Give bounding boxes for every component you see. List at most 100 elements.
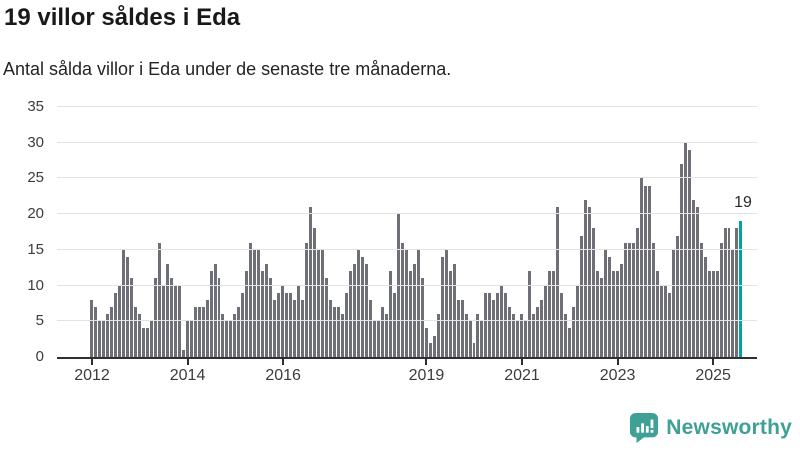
bar (364, 264, 368, 357)
bar (615, 271, 619, 357)
bar (372, 321, 376, 357)
bar (109, 307, 113, 357)
bar (603, 249, 607, 357)
gridline-20 (57, 213, 757, 215)
bar (348, 271, 352, 357)
bar (520, 314, 524, 357)
bar (396, 214, 400, 357)
x-tick-2012 (90, 359, 93, 365)
bar (376, 321, 380, 357)
bar (643, 185, 647, 357)
bar (623, 242, 627, 357)
bar (476, 314, 480, 357)
y-axis-label-35: 35 (27, 98, 44, 115)
bar (189, 321, 193, 357)
bar (627, 242, 631, 357)
bar (133, 307, 137, 357)
bar (93, 307, 97, 357)
bar (592, 228, 596, 357)
bar (341, 314, 344, 357)
bar (532, 314, 536, 357)
bar (452, 264, 456, 357)
chart-subtitle: Antal sålda villor i Eda under de senast… (3, 59, 452, 79)
bar (440, 257, 444, 357)
bar (456, 299, 460, 357)
bar (90, 299, 93, 357)
plot-area: 19 (57, 106, 757, 359)
x-tick-2019 (425, 359, 428, 365)
bar (289, 292, 293, 357)
bar (169, 278, 173, 357)
x-axis-label-2021: 2021 (504, 367, 540, 384)
x-axis-label-2025: 2025 (695, 367, 731, 384)
bar (388, 271, 392, 357)
bar (221, 314, 225, 357)
y-axis-label-15: 15 (27, 240, 44, 258)
bar (508, 307, 512, 357)
bar (480, 321, 484, 357)
bar (512, 314, 516, 357)
x-tick-2023 (616, 359, 619, 365)
bar (201, 307, 205, 357)
bar (488, 292, 492, 357)
bar (484, 292, 488, 357)
bar (735, 228, 739, 357)
bar (384, 314, 388, 357)
bar (675, 235, 679, 357)
bar (185, 321, 189, 357)
bar (237, 307, 241, 357)
bars-row (90, 107, 743, 357)
bar (209, 271, 213, 357)
bar (412, 264, 416, 357)
bar (245, 271, 249, 357)
bar (285, 292, 289, 357)
bar (257, 249, 261, 357)
gridline-15 (57, 248, 757, 250)
bar (165, 264, 169, 357)
newsworthy-logo-icon (630, 413, 659, 443)
y-axis-label-0: 0 (35, 348, 44, 365)
bar (325, 278, 329, 357)
gridline-25 (57, 177, 757, 179)
bar (472, 342, 476, 357)
bar (596, 271, 599, 357)
bar (105, 314, 109, 357)
bar (356, 249, 360, 357)
bar (321, 249, 325, 357)
bar (468, 321, 472, 357)
y-axis-label-20: 20 (27, 205, 44, 223)
bar (679, 164, 683, 357)
bar (368, 299, 372, 357)
bar (265, 264, 269, 357)
bar (564, 314, 568, 357)
bar (181, 349, 185, 357)
y-axis-label-5: 5 (35, 312, 44, 330)
gridline-5 (57, 320, 757, 322)
bar (699, 242, 703, 357)
x-axis-label-2016: 2016 (265, 367, 301, 384)
bar (504, 292, 508, 357)
bar (655, 271, 659, 357)
chart-title: 19 villor såldes i Eda (4, 4, 241, 31)
bar (552, 271, 556, 357)
x-tick-2025 (712, 359, 715, 365)
bar (273, 299, 277, 357)
bar (137, 314, 141, 357)
bar (580, 235, 584, 357)
x-tick-2016 (282, 359, 285, 365)
bar (217, 278, 221, 357)
bar (607, 257, 611, 357)
bar (197, 307, 201, 357)
bar (568, 328, 572, 357)
x-axis-label-2014: 2014 (169, 367, 206, 384)
bar (647, 185, 651, 357)
gridline-30 (57, 141, 757, 143)
bar (548, 271, 552, 357)
bar (611, 271, 615, 357)
bar (293, 299, 297, 357)
bar (113, 292, 117, 357)
y-axis: 0 5 10 15 20 25 30 35 (0, 98, 44, 365)
bar (556, 207, 560, 357)
bar (584, 199, 588, 357)
bar (695, 207, 699, 357)
